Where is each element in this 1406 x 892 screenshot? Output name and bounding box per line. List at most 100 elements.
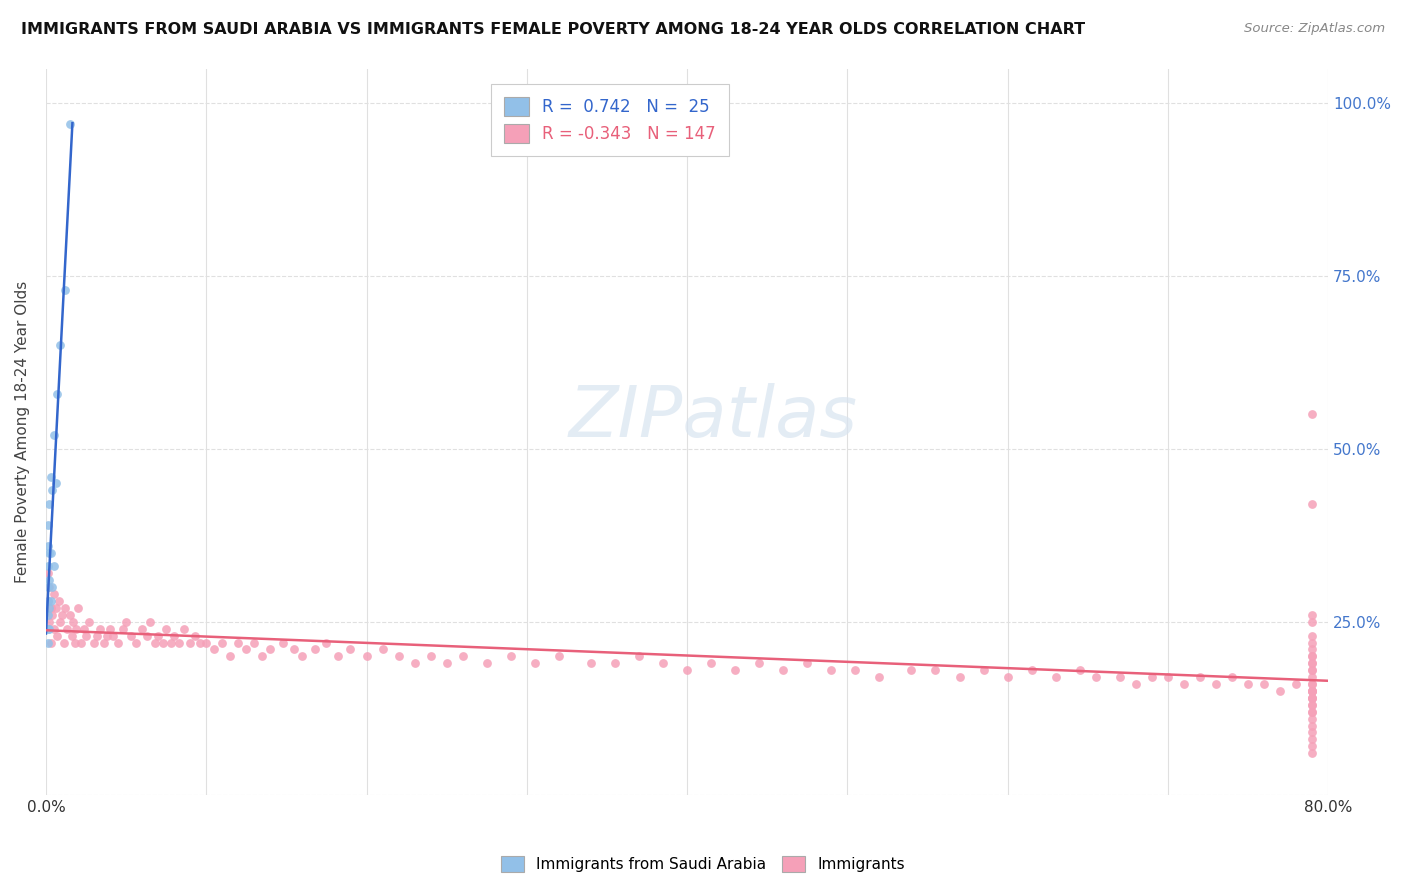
Point	[924, 663, 946, 677]
Legend: Immigrants from Saudi Arabia, Immigrants: Immigrants from Saudi Arabia, Immigrants	[494, 848, 912, 880]
Point	[1301, 684, 1323, 698]
Point	[184, 629, 207, 643]
Point	[1301, 698, 1323, 712]
Point	[1301, 718, 1323, 732]
Point	[1301, 684, 1323, 698]
Point	[39, 546, 62, 560]
Point	[1188, 670, 1211, 684]
Point	[73, 622, 96, 636]
Point	[66, 601, 89, 615]
Point	[38, 546, 60, 560]
Point	[1140, 670, 1163, 684]
Point	[387, 649, 409, 664]
Point	[1301, 684, 1323, 698]
Point	[973, 663, 995, 677]
Point	[42, 622, 65, 636]
Point	[1301, 725, 1323, 739]
Point	[93, 635, 115, 649]
Point	[152, 635, 174, 649]
Point	[271, 635, 294, 649]
Point	[499, 649, 522, 664]
Point	[1301, 497, 1323, 511]
Point	[37, 580, 59, 594]
Point	[820, 663, 842, 677]
Point	[70, 635, 93, 649]
Point	[1045, 670, 1067, 684]
Point	[1173, 677, 1195, 691]
Point	[1301, 649, 1323, 664]
Point	[1301, 712, 1323, 726]
Point	[436, 657, 458, 671]
Point	[1301, 607, 1323, 622]
Point	[1237, 677, 1260, 691]
Point	[39, 635, 62, 649]
Point	[451, 649, 474, 664]
Point	[1301, 677, 1323, 691]
Text: IMMIGRANTS FROM SAUDI ARABIA VS IMMIGRANTS FEMALE POVERTY AMONG 18-24 YEAR OLDS : IMMIGRANTS FROM SAUDI ARABIA VS IMMIGRAN…	[21, 22, 1085, 37]
Point	[98, 622, 121, 636]
Point	[1301, 698, 1323, 712]
Point	[1301, 732, 1323, 747]
Point	[291, 649, 314, 664]
Point	[1157, 670, 1180, 684]
Point	[627, 649, 650, 664]
Point	[259, 642, 281, 657]
Point	[1253, 677, 1275, 691]
Point	[56, 622, 79, 636]
Point	[1301, 690, 1323, 705]
Point	[475, 657, 498, 671]
Point	[1301, 663, 1323, 677]
Point	[1125, 677, 1147, 691]
Point	[45, 601, 67, 615]
Point	[46, 629, 69, 643]
Point	[188, 635, 211, 649]
Point	[139, 615, 162, 629]
Point	[77, 615, 100, 629]
Y-axis label: Female Poverty Among 18-24 Year Olds: Female Poverty Among 18-24 Year Olds	[15, 280, 30, 582]
Point	[243, 635, 266, 649]
Point	[700, 657, 723, 671]
Point	[63, 635, 86, 649]
Point	[48, 594, 70, 608]
Point	[1021, 663, 1043, 677]
Point	[86, 629, 108, 643]
Point	[160, 635, 183, 649]
Point	[1301, 739, 1323, 754]
Point	[1301, 657, 1323, 671]
Point	[339, 642, 361, 657]
Point	[42, 587, 65, 601]
Point	[37, 622, 59, 636]
Point	[37, 594, 59, 608]
Point	[1301, 677, 1323, 691]
Point	[38, 497, 60, 511]
Point	[37, 539, 59, 553]
Point	[1301, 663, 1323, 677]
Point	[37, 635, 59, 649]
Point	[107, 635, 129, 649]
Point	[1301, 629, 1323, 643]
Point	[146, 629, 169, 643]
Point	[38, 601, 60, 615]
Point	[304, 642, 326, 657]
Point	[75, 629, 97, 643]
Point	[868, 670, 890, 684]
Point	[39, 594, 62, 608]
Point	[62, 615, 84, 629]
Point	[42, 428, 65, 442]
Point	[997, 670, 1019, 684]
Text: Source: ZipAtlas.com: Source: ZipAtlas.com	[1244, 22, 1385, 36]
Point	[1301, 635, 1323, 649]
Point	[1301, 705, 1323, 719]
Point	[1301, 670, 1323, 684]
Point	[111, 622, 134, 636]
Point	[41, 607, 63, 622]
Point	[37, 594, 59, 608]
Point	[163, 629, 186, 643]
Point	[1301, 684, 1323, 698]
Point	[724, 663, 747, 677]
Point	[136, 629, 159, 643]
Point	[39, 469, 62, 483]
Point	[202, 642, 225, 657]
Point	[211, 635, 233, 649]
Point	[60, 629, 83, 643]
